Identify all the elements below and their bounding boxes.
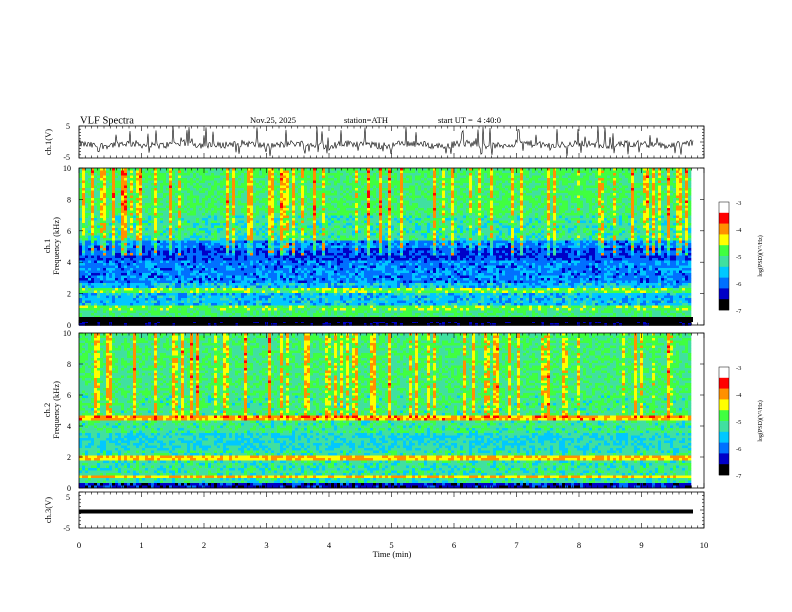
time-axis: 0 1 2 3 4 5 6 7 8 9 10 [77,126,708,550]
ch2-spectrogram-axis: 0 2 4 6 8 10 [63,329,704,493]
colorbar-tick-label: -4 [736,392,742,399]
time-tick-label: 0 [77,540,81,550]
ch1-ytick-min: -5 [63,153,70,162]
ch1-spectrogram-heatmap [79,168,693,326]
colorbar-segment [719,266,729,278]
spec1-axis-tick-label: 4 [67,258,71,267]
date-label: Nov.25, 2025 [250,115,296,125]
colorbar-segment [719,464,729,476]
station-label: station=ATH [344,115,388,125]
ch3-ytick-min: -5 [63,524,70,533]
colorbar-segment [719,388,729,400]
colorbar-segment [719,223,729,235]
ch2-colorbar-label: log(PSD)(V²/Hz) [757,400,764,441]
spec2-axis-tick-label: 8 [67,360,71,369]
ch1-waveform-ticks [79,125,704,159]
ch1-channel-label: ch.1 [42,239,52,253]
colorbar-segment [719,277,729,289]
spec1-axis-tick-label: 10 [63,164,71,173]
time-tick-label: 10 [700,540,709,550]
time-tick-label: 5 [389,540,393,550]
ch1-waveform-trace [78,126,694,157]
ch1-colorbar-label: log(PSD)(V²/Hz) [757,235,764,276]
time-tick-label: 3 [264,540,268,550]
colorbar-tick-label: -7 [736,308,742,315]
ch1-waveform-panel: 5 -5 ch.1(V) [43,122,705,162]
spec2-axis-tick-label: 10 [63,329,71,338]
spec1-axis-tick-label: 8 [67,195,71,204]
spec2-axis-tick-label: 2 [67,453,71,462]
time-tick-label: 1 [139,540,143,550]
time-tick-label: 7 [514,540,518,550]
colorbar-tick-label: -6 [736,281,742,288]
ch1-frequency-label: Frequency (kHz) [51,217,61,275]
colorbar-segment [719,256,729,268]
ch3-waveform-ylabel: ch.3(V) [43,497,53,523]
time-tick-label: 9 [639,540,643,550]
ch3-ytick-max: 5 [66,493,70,502]
ch1-ytick-max: 5 [66,122,70,131]
ch3-waveform-trace [79,509,693,514]
ch2-channel-label: ch.2 [42,403,52,417]
time-tick-label: 6 [452,540,456,550]
start-time-label: start UT = 4 :40:0 [438,115,501,125]
colorbar-tick-label: -3 [736,200,741,207]
colorbar-segment [719,377,729,389]
colorbar-segment [719,410,729,422]
figure-title: VLF Spectra [80,116,134,127]
colorbar-segment [719,442,729,454]
colorbar-segment [719,421,729,433]
time-tick-label: 2 [202,540,206,550]
colorbar-segment [719,431,729,443]
ch2-spectrogram-heatmap [79,333,692,489]
time-axis-label: Time (min) [373,549,412,559]
colorbar-segment [719,234,729,246]
ch2-colorbar: -3 -4 -5 -6 -7 [718,365,742,480]
colorbar-tick-label: -7 [736,473,742,480]
colorbar-tick-label: -5 [736,419,741,426]
ch3-waveform-panel: 5 -5 ch.3(V) [43,491,705,533]
colorbar-segment [719,367,729,379]
ch1-waveform-ylabel: ch.1(V) [43,129,53,155]
spec2-axis-tick-label: 6 [67,391,71,400]
time-tick-label: 4 [327,540,332,550]
spec1-axis-tick-label: 2 [67,290,71,299]
colorbar-tick-label: -5 [736,254,741,261]
spec1-axis-tick-label: 6 [67,227,71,236]
colorbar-segment [719,399,729,411]
colorbar-segment [719,299,729,311]
colorbar-tick-label: -4 [736,227,742,234]
ch3-waveform-ticks [79,491,704,529]
time-tick-label: 8 [577,540,581,550]
ch1-colorbar: -3 -4 -5 -6 -7 [718,200,742,315]
colorbar-segment [719,453,729,465]
colorbar-segment [719,288,729,300]
ch2-frequency-label: Frequency (kHz) [51,381,61,439]
colorbar-segment [719,212,729,224]
spec2-axis-tick-label: 0 [67,484,71,493]
colorbar-segment [719,202,729,214]
colorbar-segment [719,245,729,257]
spec1-axis-tick-label: 0 [67,321,71,330]
colorbar-tick-label: -3 [736,365,741,372]
spec2-axis-tick-label: 4 [67,422,71,431]
colorbar-tick-label: -6 [736,446,742,453]
ch1-spectrogram-axis: 0 2 4 6 8 10 [63,164,704,330]
